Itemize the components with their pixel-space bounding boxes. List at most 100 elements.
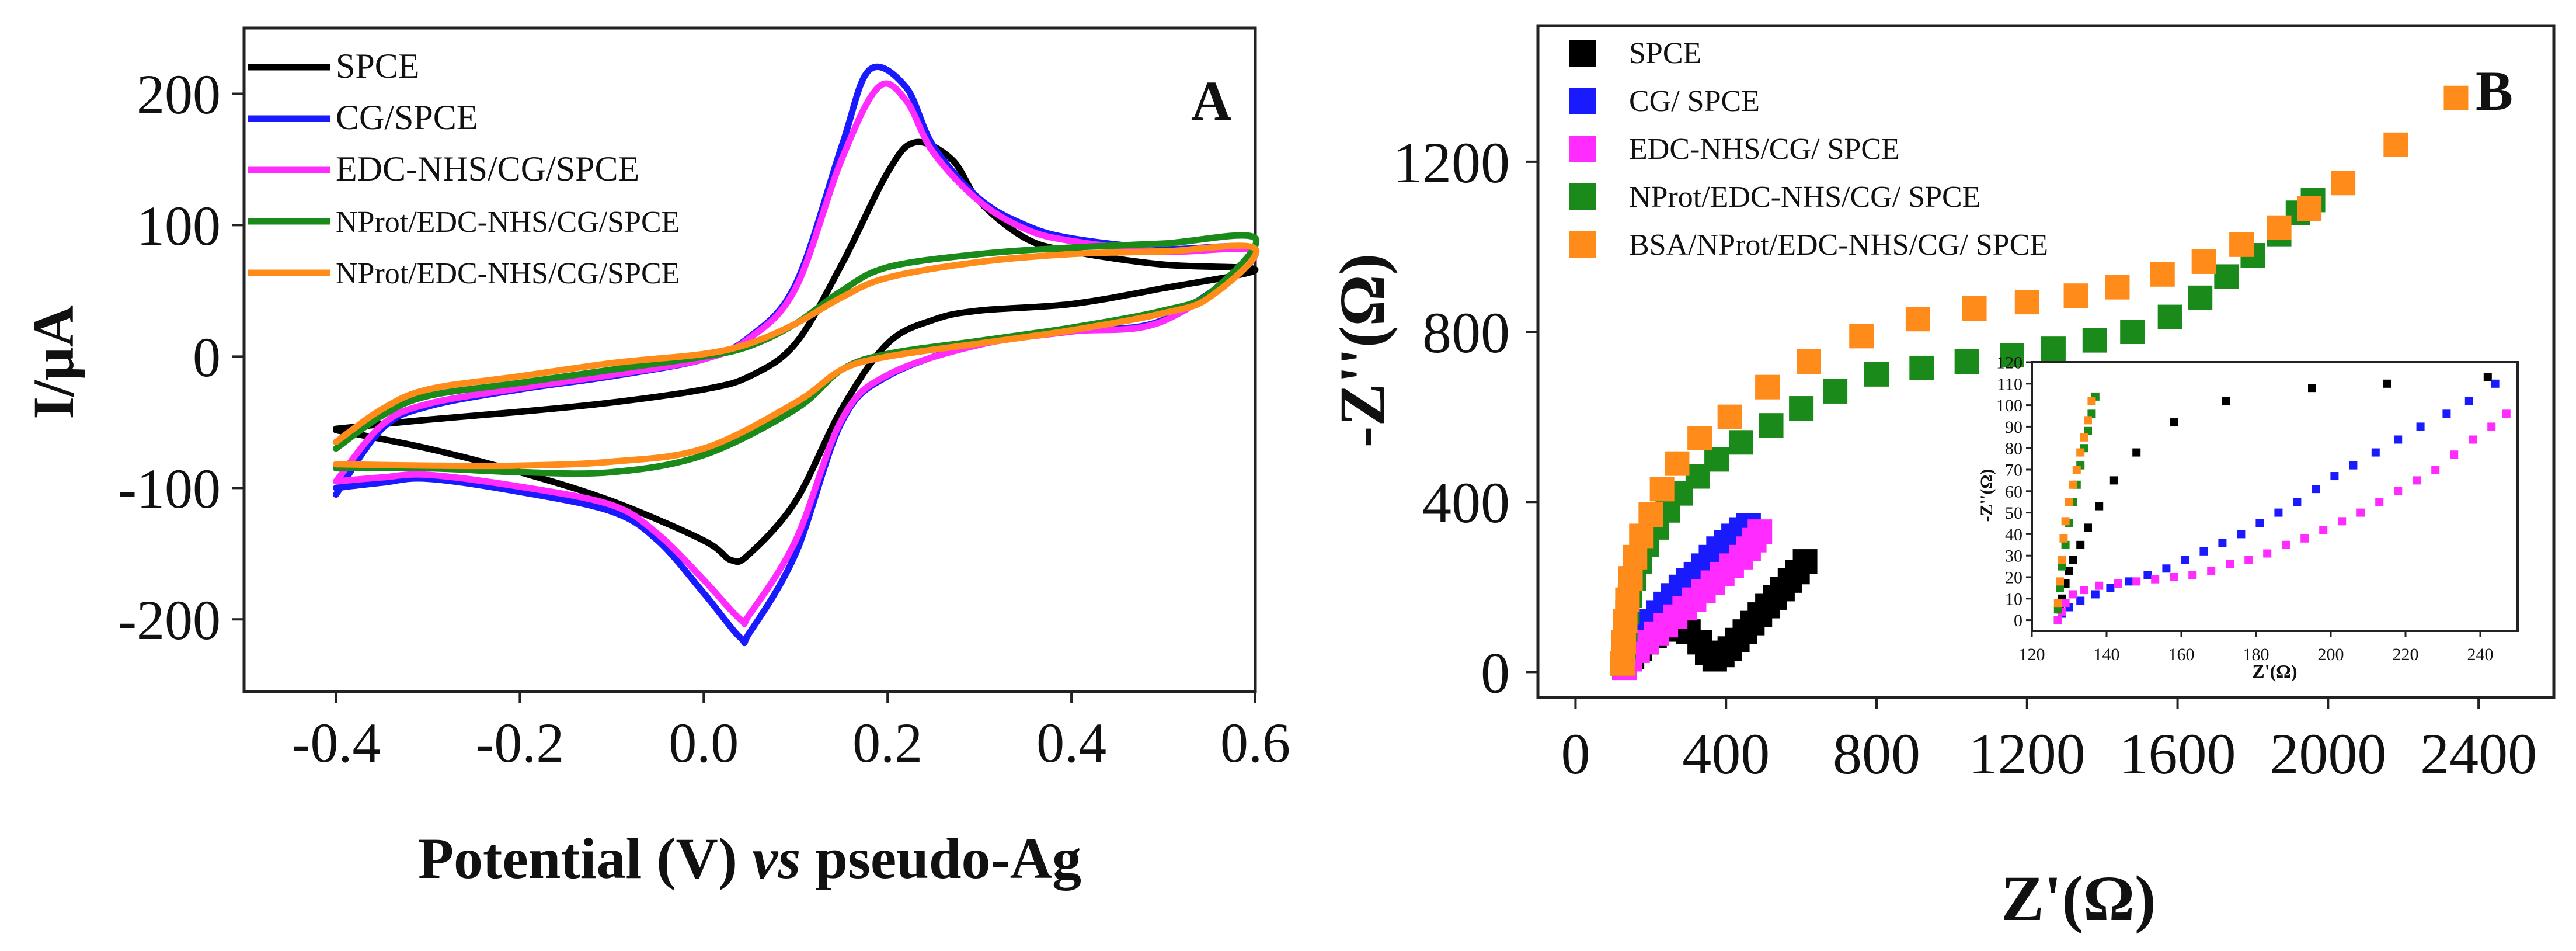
y-tick-label: 100 bbox=[1996, 396, 2022, 415]
inset-point-2 bbox=[2502, 409, 2511, 418]
inset-point-2 bbox=[2413, 476, 2421, 485]
b-point-4 bbox=[2063, 283, 2088, 308]
x-tick-label: 2000 bbox=[2269, 721, 2386, 786]
b-point-4 bbox=[1649, 477, 1675, 502]
y-tick-label: 1200 bbox=[1393, 130, 1510, 195]
inset-point-1 bbox=[2442, 409, 2451, 418]
inset-point-4 bbox=[2076, 448, 2085, 457]
b-legend-label-0: SPCE bbox=[1629, 37, 1701, 70]
inset-point-3 bbox=[2061, 540, 2070, 549]
b-point-4 bbox=[2150, 262, 2175, 287]
inset-point-2 bbox=[2319, 526, 2328, 534]
inset-point-4 bbox=[2061, 517, 2070, 526]
y-tick-label: 10 bbox=[2005, 589, 2022, 609]
x-tick-label: 120 bbox=[2019, 645, 2045, 664]
y-tick-label: 0 bbox=[2014, 611, 2022, 630]
b-legend-swatch-0 bbox=[1569, 40, 1596, 67]
y-tick-label: 30 bbox=[2005, 547, 2022, 566]
inset-point-1 bbox=[2330, 472, 2339, 481]
y-tick-label: -200 bbox=[118, 589, 221, 651]
inset-point-0 bbox=[2076, 540, 2085, 549]
panel-a-curves bbox=[333, 63, 1260, 646]
x-tick-label: -0.4 bbox=[291, 711, 380, 774]
b-legend-swatch-4 bbox=[1569, 231, 1596, 258]
b-point-4 bbox=[2191, 249, 2216, 274]
y-tick-label: -100 bbox=[118, 457, 221, 520]
inset-point-2 bbox=[2132, 577, 2141, 586]
y-tick-label: 120 bbox=[1996, 353, 2022, 373]
inset-frame bbox=[2031, 361, 2519, 632]
x-tick-label: 800 bbox=[1833, 721, 1920, 786]
inset-point-4 bbox=[2059, 534, 2068, 543]
inset-point-2 bbox=[2282, 540, 2290, 549]
inset-point-2 bbox=[2207, 566, 2216, 575]
panel-b-label: B bbox=[2476, 60, 2513, 122]
y-tick-label: 0 bbox=[1481, 640, 1510, 705]
inset-point-1 bbox=[2293, 498, 2302, 506]
b-point-0 bbox=[1792, 549, 1818, 574]
inset-point-1 bbox=[2274, 508, 2283, 517]
b-point-4 bbox=[1623, 544, 1648, 570]
b-point-3 bbox=[1909, 355, 1934, 380]
y-tick-label: 800 bbox=[1422, 300, 1510, 365]
panel-a-xlabel-italic: vs bbox=[752, 826, 800, 891]
legend-label-1: CG/SPCE bbox=[336, 98, 478, 137]
panel-a-xlabel: Potential (V) vs pseudo-Ag bbox=[418, 826, 1081, 891]
x-tick-label: 180 bbox=[2243, 645, 2269, 664]
inset-point-1 bbox=[2106, 584, 2115, 592]
inset-point-2 bbox=[2487, 422, 2496, 431]
inset-point-1 bbox=[2218, 539, 2227, 547]
panel-a-cv-plot: -0.4 -0.2 0.0 0.2 0.4 0.6 -200 -100 0 100 200 SPCE… bbox=[21, 26, 1290, 891]
x-tick-label: 200 bbox=[2318, 645, 2344, 664]
x-tick-label: 2400 bbox=[2420, 721, 2537, 786]
b-point-4 bbox=[2229, 232, 2254, 257]
panel-a-ticks: -0.4 -0.2 0.0 0.2 0.4 0.6 -200 -100 0 100 200 bbox=[118, 63, 1290, 774]
x-tick-label: 0.4 bbox=[1036, 711, 1106, 774]
b-point-3 bbox=[2041, 336, 2066, 362]
b-point-4 bbox=[1629, 523, 1654, 549]
b-point-3 bbox=[1954, 349, 1979, 374]
b-point-4 bbox=[2105, 275, 2130, 300]
b-legend-label-3: NProt/EDC-NHS/CG/ SPCE bbox=[1629, 181, 1980, 214]
inset-point-0 bbox=[2084, 523, 2092, 532]
inset-point-1 bbox=[2312, 485, 2320, 494]
b-legend-swatch-3 bbox=[1569, 183, 1596, 210]
y-tick-label: 200 bbox=[137, 63, 221, 126]
legend-label-3: NProt/EDC-NHS/CG/SPCE bbox=[336, 206, 680, 239]
x-tick-label: 220 bbox=[2393, 645, 2419, 664]
inset-point-0 bbox=[2483, 373, 2492, 381]
inset-point-2 bbox=[2469, 435, 2477, 444]
inset-point-4 bbox=[2069, 480, 2077, 489]
x-tick-label: 0.2 bbox=[852, 711, 923, 774]
y-tick-label: 80 bbox=[2005, 439, 2022, 459]
b-point-3 bbox=[2120, 320, 2145, 345]
inset-point-1 bbox=[2394, 435, 2403, 444]
b-point-4 bbox=[1615, 587, 1640, 612]
inset-point-1 bbox=[2091, 590, 2100, 599]
b-point-4 bbox=[1797, 349, 1821, 374]
inset-point-2 bbox=[2053, 616, 2062, 624]
cv-curve-4 bbox=[333, 242, 1260, 470]
inset-point-2 bbox=[2300, 534, 2309, 543]
b-point-4 bbox=[1849, 324, 1874, 349]
inset-point-3 bbox=[2056, 584, 2064, 592]
inset-point-2 bbox=[2080, 586, 2088, 595]
inset-point-4 bbox=[2065, 498, 2073, 506]
panel-a-label: A bbox=[1191, 70, 1231, 132]
inset-point-1 bbox=[2255, 519, 2264, 527]
legend-label-4: NProt/EDC-NHS/CG/SPCE bbox=[336, 257, 680, 290]
cv-curve-3 bbox=[333, 232, 1260, 477]
inset-point-0 bbox=[2069, 556, 2077, 564]
inset-ylabel: -Z''(Ω) bbox=[1977, 469, 1996, 522]
x-tick-label: 1600 bbox=[2119, 721, 2236, 786]
panel-a-xlabel-main: Potential (V) bbox=[418, 826, 752, 891]
x-tick-label: 0.0 bbox=[669, 711, 739, 774]
inset-point-1 bbox=[2349, 461, 2358, 470]
y-tick-label: 70 bbox=[2005, 461, 2022, 480]
inset-point-0 bbox=[2095, 502, 2104, 511]
inset-point-1 bbox=[2416, 422, 2425, 431]
b-point-3 bbox=[2188, 285, 2213, 310]
inset-point-2 bbox=[2244, 556, 2253, 564]
